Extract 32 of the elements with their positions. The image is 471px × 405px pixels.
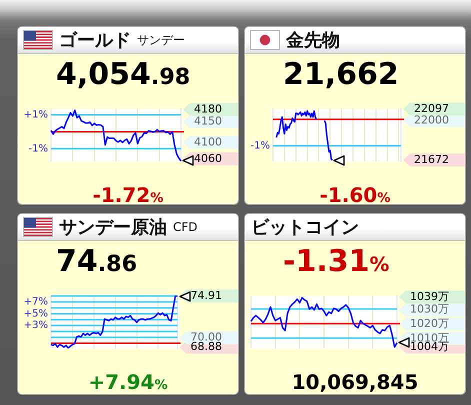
text: -1% [250,140,270,152]
y-tick-label: 1020万 [410,317,450,330]
text: -1.72% [92,183,164,206]
text: 10,069,845 [292,370,418,394]
ref-line-label: -1% [28,143,48,154]
text: -1.31% [283,244,390,279]
y-tick-label: 22097 [414,102,450,115]
y-tick-label: 68.88 [190,340,222,354]
y-tick-label: 4100 [194,135,222,148]
ref-line-label: +5% [24,308,48,320]
chart-title: 金先物 [286,29,340,52]
y-tick-label: 4180 [194,102,222,116]
chart-subtitle: CFD [173,220,198,234]
text: 4,054.98 [56,57,190,92]
y-tick-label: 21672 [414,152,450,166]
text: 74.86 [56,244,138,279]
y-tick-label: 1030万 [410,302,450,316]
text: 21,662 [283,57,399,92]
text: -1.60% [320,183,390,206]
y-tick-label: 22000 [414,113,450,126]
y-tick-label: 74.91 [190,288,222,302]
chart-title: サンデー原油 [59,216,167,239]
y-tick-label: 4150 [194,114,222,128]
y-tick-label: 1039万 [410,290,450,303]
chart-title: ゴールド [59,29,131,52]
ref-line-label: +7% [24,296,48,308]
chart-title: ビットコイン [251,216,359,239]
chart-subtitle: サンデー [137,32,185,48]
ref-line-label: +1% [24,109,48,120]
y-tick-label: 4060 [194,152,222,165]
text: +7.94% [88,370,168,394]
ref-line-label: +3% [24,320,48,332]
